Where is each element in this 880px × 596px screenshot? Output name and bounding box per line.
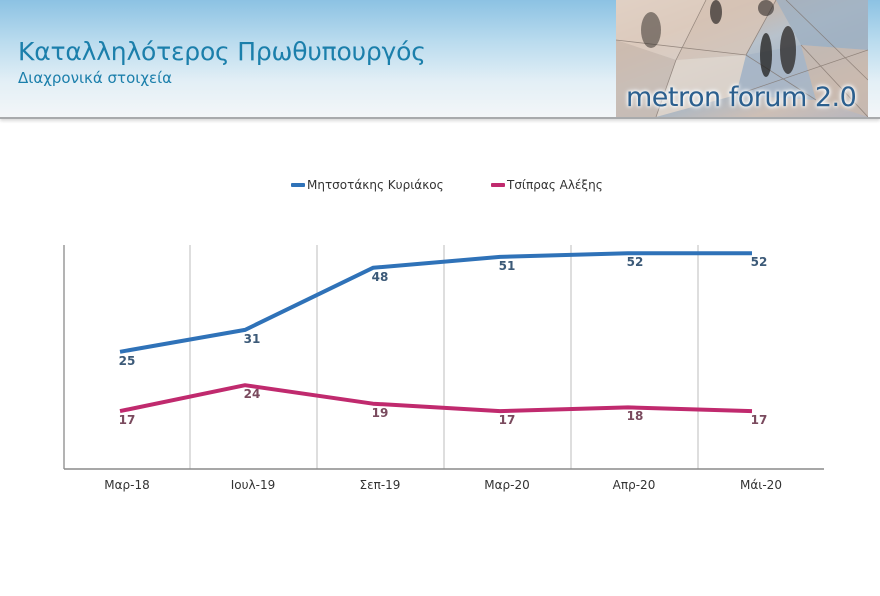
chart-legend: Μητσοτάκης Κυριάκος Τσίπρας Αλέξης [0,178,880,194]
data-point-label: 17 [498,413,516,428]
data-point-label: 51 [498,258,516,273]
legend-label: Τσίπρας Αλέξης [507,178,603,192]
logo-background-image [616,0,868,117]
data-point-label: 24 [243,387,261,402]
page-subtitle: Διαχρονικά στοιχεία [18,69,173,87]
logo-text: metron forum 2.0 [626,82,857,113]
data-point-label: 17 [750,413,768,428]
page-title: Καταλληλότερος Πρωθυπουργός [18,37,426,66]
data-point-label: 52 [626,255,644,270]
metron-forum-logo: metron forum 2.0 [616,0,868,117]
data-point-label: 52 [750,255,768,270]
legend-item-mitsotakis: Μητσοτάκης Κυριάκος [291,178,444,192]
series-line-tsipras [119,383,753,414]
data-point-label: 18 [626,409,644,424]
vertical-gridlines [63,245,699,469]
data-point-label: 17 [118,413,136,428]
x-axis-label: Σεπ-19 [359,478,401,492]
x-axis-label: Μαρ-20 [484,478,530,492]
data-point-label: 19 [371,405,389,420]
legend-item-tsipras: Τσίπρας Αλέξης [491,178,603,192]
slide-header: Καταλληλότερος Πρωθυπουργός Διαχρονικά σ… [0,0,880,119]
data-point-label: 31 [243,331,261,346]
data-point-label: 48 [371,269,389,284]
legend-swatch-pink-icon [491,183,505,187]
x-axis-label: Ιουλ-19 [230,478,276,492]
x-axis-label: Απρ-20 [612,478,656,492]
series-line-mitsotakis [119,251,752,354]
legend-swatch-blue-icon [291,183,305,187]
data-point-label: 25 [118,353,136,368]
x-axis-label: Μάι-20 [740,478,782,492]
x-axis-label: Μαρ-18 [104,478,150,492]
legend-label: Μητσοτάκης Κυριάκος [307,178,444,192]
